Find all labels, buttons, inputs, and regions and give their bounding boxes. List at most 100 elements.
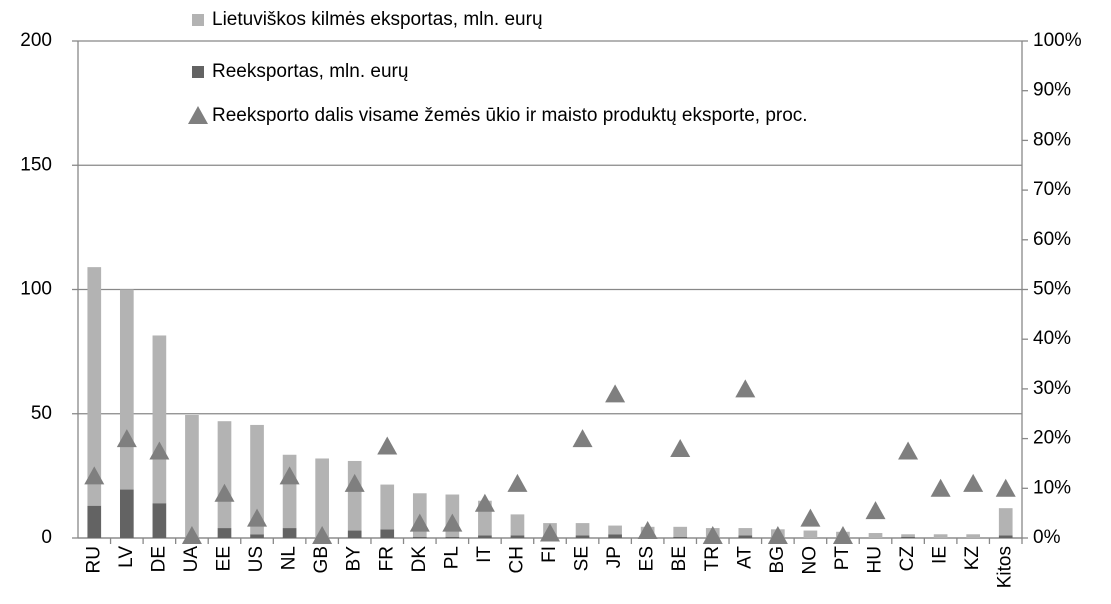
y2-tick-label: 40% — [1033, 328, 1071, 349]
triangle-marker — [702, 526, 723, 544]
x-tick-label: DK — [409, 546, 430, 573]
bar-segment — [282, 528, 297, 538]
x-tick-label: DE — [148, 546, 169, 572]
x-tick-label: LV — [116, 546, 137, 568]
y2-tick-label: 100% — [1033, 30, 1082, 51]
x-tick-label: BG — [767, 546, 788, 573]
bar-segment — [673, 526, 688, 537]
bar-segment — [217, 528, 232, 538]
x-tick-label: US — [246, 546, 267, 572]
triangle-marker — [507, 473, 528, 492]
triangle-marker — [116, 429, 137, 448]
legend-label: Reeksportas, mln. eurų — [212, 61, 408, 82]
x-tick-label: BE — [669, 546, 690, 571]
bar-segment — [445, 536, 460, 538]
y-tick-label: 0 — [41, 527, 52, 548]
bar-segment — [868, 533, 883, 538]
triangle-marker — [832, 526, 853, 544]
bar-segment — [315, 458, 329, 538]
legend-swatch — [192, 14, 204, 26]
x-tick-label: EE — [213, 546, 234, 571]
triangle-marker — [442, 513, 463, 532]
triangle-marker — [149, 441, 170, 460]
legend-label: Reeksporto dalis visame žemės ūkio ir ma… — [212, 105, 808, 126]
triangle-marker — [605, 384, 626, 403]
bar-segment — [738, 528, 753, 536]
triangle-marker — [930, 478, 951, 497]
triangle-marker — [312, 526, 333, 544]
triangle-marker — [735, 379, 756, 398]
bar-segment — [250, 424, 264, 535]
legend-swatch — [192, 66, 204, 78]
triangle-marker — [995, 478, 1016, 497]
bar-segment — [998, 508, 1013, 536]
bar-segment — [119, 289, 134, 490]
bar-segment — [380, 484, 395, 530]
legend-label: Lietuviškos kilmės eksportas, mln. eurų — [212, 9, 543, 30]
triangle-marker — [377, 436, 398, 455]
x-tick-label: ES — [637, 546, 658, 571]
triangle-marker — [474, 493, 495, 512]
triangle-marker — [963, 473, 984, 492]
triangle-marker — [767, 526, 788, 544]
y-tick-label: 200 — [20, 30, 52, 51]
bar-segment — [152, 335, 167, 504]
x-tick-label: RU — [83, 546, 104, 573]
bar-segment — [412, 536, 427, 538]
y-tick-label: 150 — [20, 154, 52, 175]
x-tick-label: KZ — [962, 546, 983, 571]
x-tick-label: FR — [376, 546, 397, 571]
bar-segment — [282, 454, 297, 529]
bar-segment — [998, 535, 1013, 538]
y2-tick-label: 70% — [1033, 179, 1071, 200]
x-tick-label: UA — [181, 546, 202, 573]
triangle-marker — [214, 483, 235, 502]
x-tick-label: AT — [734, 546, 755, 569]
x-tick-label: CH — [506, 546, 527, 573]
bar-segment — [673, 536, 688, 538]
x-tick-label: Kitos — [995, 546, 1016, 588]
bar-segment — [738, 535, 753, 538]
bar-segment — [510, 514, 525, 536]
x-tick-label: SE — [572, 546, 593, 571]
bar-segment — [347, 530, 362, 538]
x-tick-label: GB — [311, 546, 332, 573]
bar-segment — [608, 525, 622, 535]
triangle-marker — [247, 508, 268, 527]
bar-segment — [575, 535, 590, 538]
bar-segment — [966, 534, 981, 538]
bar-segment — [347, 460, 362, 531]
y2-tick-label: 90% — [1033, 80, 1071, 101]
x-tick-label: NL — [279, 546, 300, 570]
bar-segment — [901, 534, 915, 537]
triangle-marker — [865, 501, 886, 520]
y2-tick-label: 80% — [1033, 129, 1071, 150]
triangle-marker — [279, 466, 300, 485]
x-tick-label: JP — [604, 546, 625, 568]
triangle-marker — [84, 466, 105, 485]
bar-segment — [87, 267, 102, 506]
legend-marker — [188, 106, 208, 124]
triangle-marker — [637, 521, 658, 540]
x-tick-label: IE — [930, 546, 951, 564]
bar-segment — [119, 489, 134, 538]
bar-segment — [575, 523, 590, 536]
bar-segment — [152, 503, 167, 538]
bar-segment — [217, 421, 232, 529]
x-tick-label: NO — [799, 546, 820, 575]
y2-tick-label: 30% — [1033, 378, 1071, 399]
triangle-marker — [572, 429, 593, 448]
bar-segment — [803, 530, 818, 538]
y2-tick-label: 10% — [1033, 477, 1071, 498]
x-tick-label: BY — [344, 546, 365, 572]
y2-tick-label: 20% — [1033, 428, 1071, 449]
x-tick-label: FI — [539, 546, 560, 563]
triangle-marker — [344, 473, 365, 492]
triangle-marker — [181, 526, 202, 544]
bar-segment — [901, 536, 915, 538]
triangle-marker — [540, 523, 560, 542]
y-tick-label: 100 — [20, 279, 52, 300]
triangle-marker — [409, 513, 430, 532]
y2-tick-label: 50% — [1033, 279, 1071, 300]
x-tick-label: IT — [474, 546, 495, 563]
